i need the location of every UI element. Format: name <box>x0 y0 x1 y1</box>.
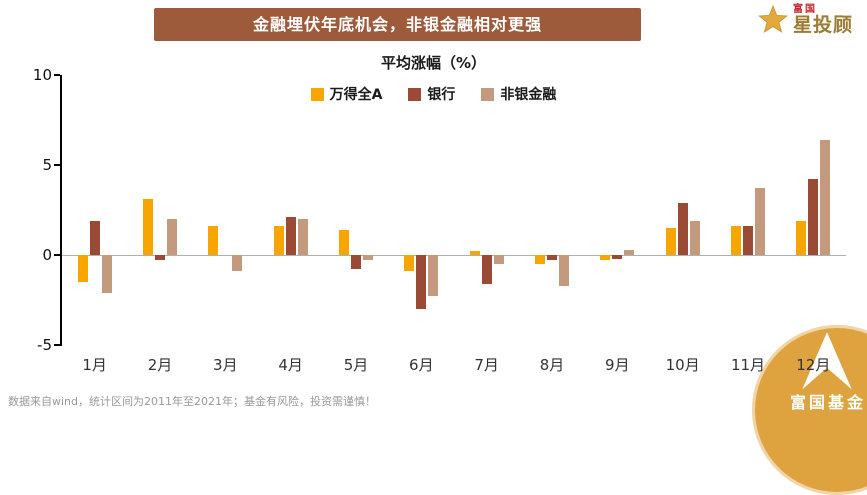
bar-series1-month11 <box>743 226 753 255</box>
y-axis-line <box>60 75 62 346</box>
legend-label: 万得全A <box>329 87 383 103</box>
x-tick-label: 6月 <box>409 356 434 374</box>
bar-series2-month9 <box>624 249 635 255</box>
bar-series1-month9 <box>612 255 623 259</box>
y-tick-label: -5 <box>37 336 52 354</box>
bar-series0-month1 <box>77 255 88 282</box>
legend-item-2: 非银金融 <box>481 84 556 104</box>
page-title: 金融埋伏年底机会，非银金融相对更强 <box>154 8 641 41</box>
bar-series2-month12 <box>820 139 831 255</box>
bar-series0-month3 <box>208 226 219 255</box>
legend-item-0: 万得全A <box>310 84 383 104</box>
x-tick-label: 4月 <box>278 356 303 374</box>
bar-series0-month8 <box>535 255 545 264</box>
x-tick-label: 5月 <box>343 356 369 374</box>
x-tick-label: 11月 <box>730 356 766 374</box>
bar-series0-month6 <box>404 255 415 272</box>
bar-series2-month6 <box>428 255 439 297</box>
bar-series0-month10 <box>665 228 676 255</box>
zero-baseline <box>62 255 846 256</box>
bar-series2-month8 <box>559 255 569 286</box>
x-tick-label: 3月 <box>213 356 238 374</box>
bar-series1-month12 <box>808 179 819 255</box>
bar-series2-month4 <box>297 219 308 255</box>
bar-series1-month8 <box>547 255 557 261</box>
chart-title: 平均涨幅（%） <box>380 54 487 72</box>
bar-series2-month2 <box>167 219 177 255</box>
star-icon <box>758 5 788 34</box>
y-tick-mark <box>54 164 60 166</box>
x-tick-label: 12月 <box>796 356 831 374</box>
y-tick-label: 10 <box>32 66 52 84</box>
source-note: 数据来自wind，统计区间为2011年至2021年；基金有风险，投资需谨慎！ <box>8 395 376 408</box>
legend-swatch <box>408 87 422 101</box>
x-tick-label: 8月 <box>539 356 565 374</box>
bar-series0-month5 <box>339 229 349 255</box>
y-tick-label: 0 <box>42 246 52 264</box>
legend-swatch <box>310 87 324 101</box>
y-tick-mark <box>54 74 60 76</box>
bar-series0-month7 <box>469 251 480 255</box>
chart-legend: 万得全A 银行 非银金融 <box>0 84 867 104</box>
bar-series1-month5 <box>351 255 361 270</box>
fund-watermark: 富国基金 <box>752 325 867 495</box>
bar-series0-month9 <box>600 255 611 261</box>
bar-series0-month4 <box>273 226 284 255</box>
brand-name-small: 富国 <box>792 4 817 15</box>
bar-series1-month10 <box>677 202 688 255</box>
fund-watermark-label: 富国基金 <box>789 393 866 412</box>
legend-item-1: 银行 <box>408 84 455 104</box>
legend-label: 非银金融 <box>500 87 557 103</box>
x-tick-label: 1月 <box>82 356 107 374</box>
y-tick-mark <box>54 254 60 256</box>
bar-series2-month5 <box>363 255 373 261</box>
bar-series2-month1 <box>101 255 112 293</box>
bar-series0-month12 <box>796 220 807 255</box>
bar-series1-month4 <box>285 217 296 255</box>
bar-series1-month7 <box>481 255 492 284</box>
legend-label: 银行 <box>427 87 456 103</box>
bar-chart: 1月 2月 3月 4月 5月 6月 7月 8月 9月 10月 11月 12月 10 5 0 -5 <box>33 66 846 374</box>
x-tick-label: 9月 <box>605 356 630 374</box>
legend-swatch <box>481 87 495 101</box>
bar-series2-month10 <box>689 220 700 255</box>
bar-series2-month3 <box>232 255 243 272</box>
brand-name-main: 星投顾 <box>792 13 853 36</box>
x-tick-label: 7月 <box>474 356 499 374</box>
x-axis-labels: 1月 2月 3月 4月 5月 6月 7月 8月 9月 10月 11月 12月 <box>62 354 846 378</box>
x-tick-label: 2月 <box>147 356 173 374</box>
bar-series1-month2 <box>155 255 165 261</box>
bar-series1-month6 <box>416 255 427 309</box>
bar-series2-month11 <box>755 188 765 255</box>
bar-series0-month2 <box>143 199 153 255</box>
fund-logo-icon <box>802 332 852 390</box>
brand-logo: 富国 星投顾 <box>758 4 853 36</box>
brand-logo-text: 富国 星投顾 <box>792 4 853 36</box>
bar-series0-month11 <box>731 226 741 255</box>
x-tick-label: 10月 <box>665 356 700 374</box>
y-tick-mark <box>54 344 60 346</box>
y-tick-label: 5 <box>42 156 52 174</box>
bar-series2-month7 <box>493 255 504 264</box>
bar-series1-month1 <box>89 220 100 255</box>
